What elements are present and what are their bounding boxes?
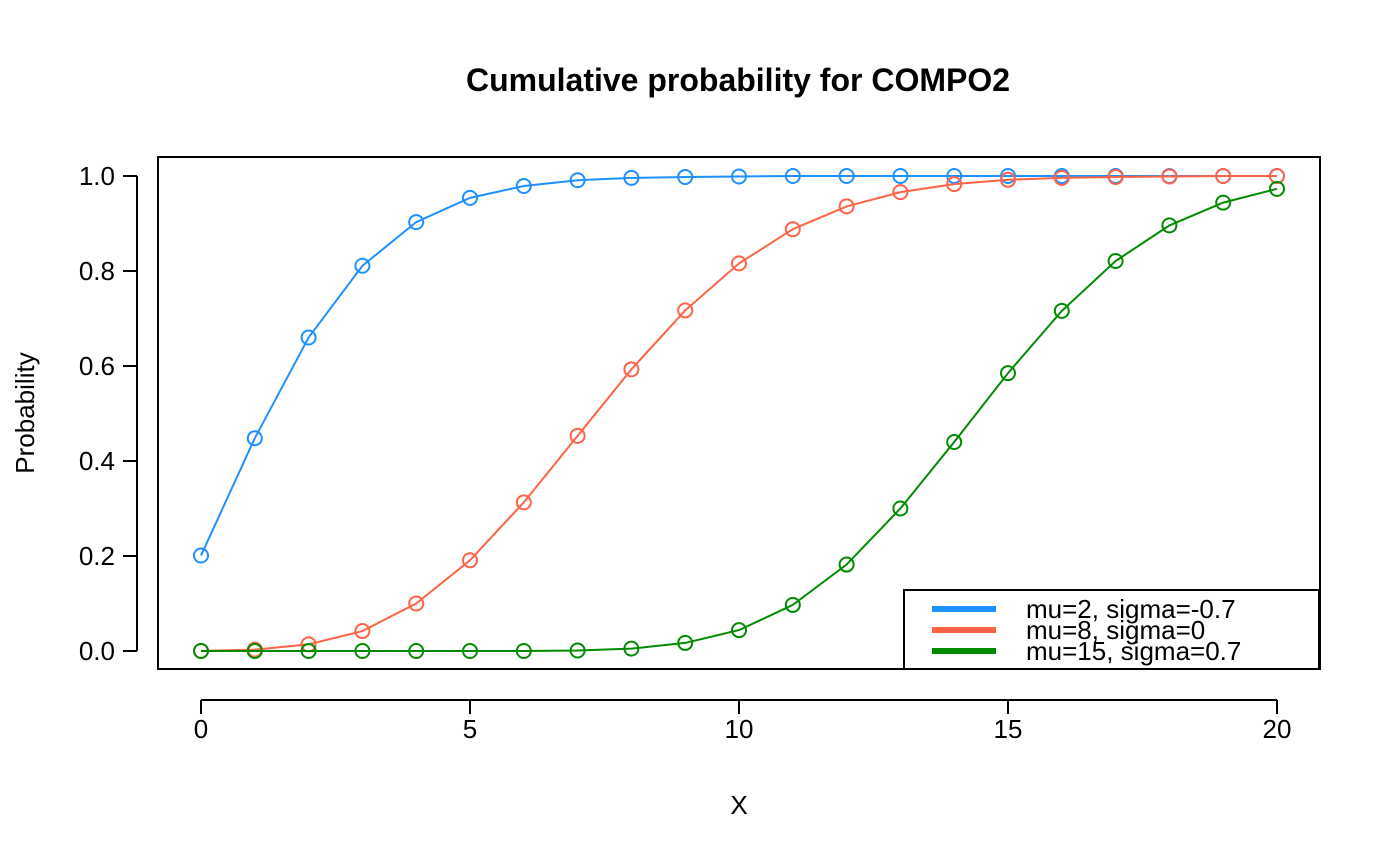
- legend-label: mu=15, sigma=0.7: [1026, 636, 1241, 666]
- series-2: [193, 168, 1285, 659]
- data-point: [623, 361, 640, 378]
- y-tick-label: 0.2: [79, 541, 115, 571]
- chart-title: Cumulative probability for COMPO2: [466, 62, 1010, 98]
- plot-frame: [157, 156, 1321, 670]
- data-point: [462, 552, 478, 569]
- x-axis: 0 5 10 15 20: [194, 699, 1292, 744]
- series-line: [200, 175, 1277, 556]
- data-point: [408, 214, 425, 231]
- data-point: [354, 257, 371, 274]
- series-1: [193, 168, 1285, 564]
- data-point: [246, 430, 263, 447]
- x-tick-label: 5: [463, 714, 477, 744]
- data-point: [515, 643, 532, 659]
- y-tick-label: 1.0: [79, 161, 115, 191]
- data-point: [408, 643, 425, 659]
- series-3: [193, 180, 1285, 659]
- data-point: [1269, 180, 1285, 197]
- data-point: [354, 623, 371, 640]
- y-tick-label: 0.4: [79, 446, 115, 476]
- data-point: [946, 434, 963, 450]
- data-point: [1161, 217, 1178, 234]
- data-point: [838, 168, 855, 184]
- data-point: [892, 168, 909, 184]
- data-point: [569, 172, 586, 189]
- data-point: [1053, 302, 1070, 319]
- x-tick-label: 15: [994, 714, 1023, 744]
- data-point: [623, 640, 640, 657]
- data-point: [1107, 168, 1124, 185]
- data-point: [677, 634, 694, 651]
- data-point: [892, 184, 909, 201]
- data-point: [946, 176, 963, 193]
- data-point: [1215, 194, 1232, 211]
- data-point: [1053, 169, 1070, 186]
- data-point: [784, 596, 801, 613]
- data-point: [246, 643, 263, 659]
- data-point: [1215, 168, 1232, 184]
- data-point: [946, 168, 963, 184]
- data-point: [193, 547, 209, 564]
- data-point: [623, 169, 640, 186]
- data-point: [1269, 168, 1285, 184]
- y-tick-label: 0.8: [79, 256, 115, 286]
- data-point: [515, 494, 532, 511]
- x-tick-label: 20: [1263, 714, 1292, 744]
- data-point: [784, 221, 801, 238]
- data-point: [300, 643, 317, 659]
- legend-label: mu=2, sigma=-0.7: [1026, 594, 1236, 624]
- data-point: [731, 255, 747, 272]
- data-point: [838, 556, 855, 573]
- series-line: [200, 175, 1277, 652]
- data-point: [515, 177, 532, 194]
- data-point: [408, 595, 425, 612]
- y-axis: 0.0 0.2 0.4 0.6 0.8 1.0: [79, 161, 138, 666]
- data-point: [838, 198, 855, 215]
- data-point: [677, 168, 694, 185]
- y-axis-label: Probability: [10, 352, 40, 473]
- data-point: [462, 189, 478, 206]
- data-point: [300, 329, 317, 346]
- data-point: [677, 302, 694, 319]
- legend-label: mu=8, sigma=0: [1026, 615, 1205, 645]
- series-line: [201, 187, 1278, 652]
- data-point: [354, 643, 371, 659]
- x-axis-label: X: [730, 790, 747, 820]
- data-point: [784, 168, 801, 184]
- series-layer: [193, 168, 1285, 659]
- x-tick-label: 10: [725, 714, 754, 744]
- data-point: [1161, 168, 1178, 185]
- data-point: [1000, 171, 1016, 188]
- data-point: [731, 168, 747, 185]
- y-tick-label: 0.0: [79, 636, 115, 666]
- legend: mu=2, sigma=-0.7mu=8, sigma=0mu=15, sigm…: [903, 589, 1320, 670]
- x-tick-label: 0: [194, 714, 208, 744]
- data-point: [193, 643, 209, 659]
- data-point: [1000, 365, 1016, 382]
- legend-box: [903, 589, 1320, 670]
- data-point: [1107, 253, 1124, 270]
- y-tick-label: 0.6: [79, 351, 115, 381]
- data-point: [731, 622, 747, 639]
- data-point: [569, 427, 586, 444]
- data-point: [462, 643, 478, 659]
- data-point: [892, 500, 909, 517]
- data-point: [569, 642, 586, 659]
